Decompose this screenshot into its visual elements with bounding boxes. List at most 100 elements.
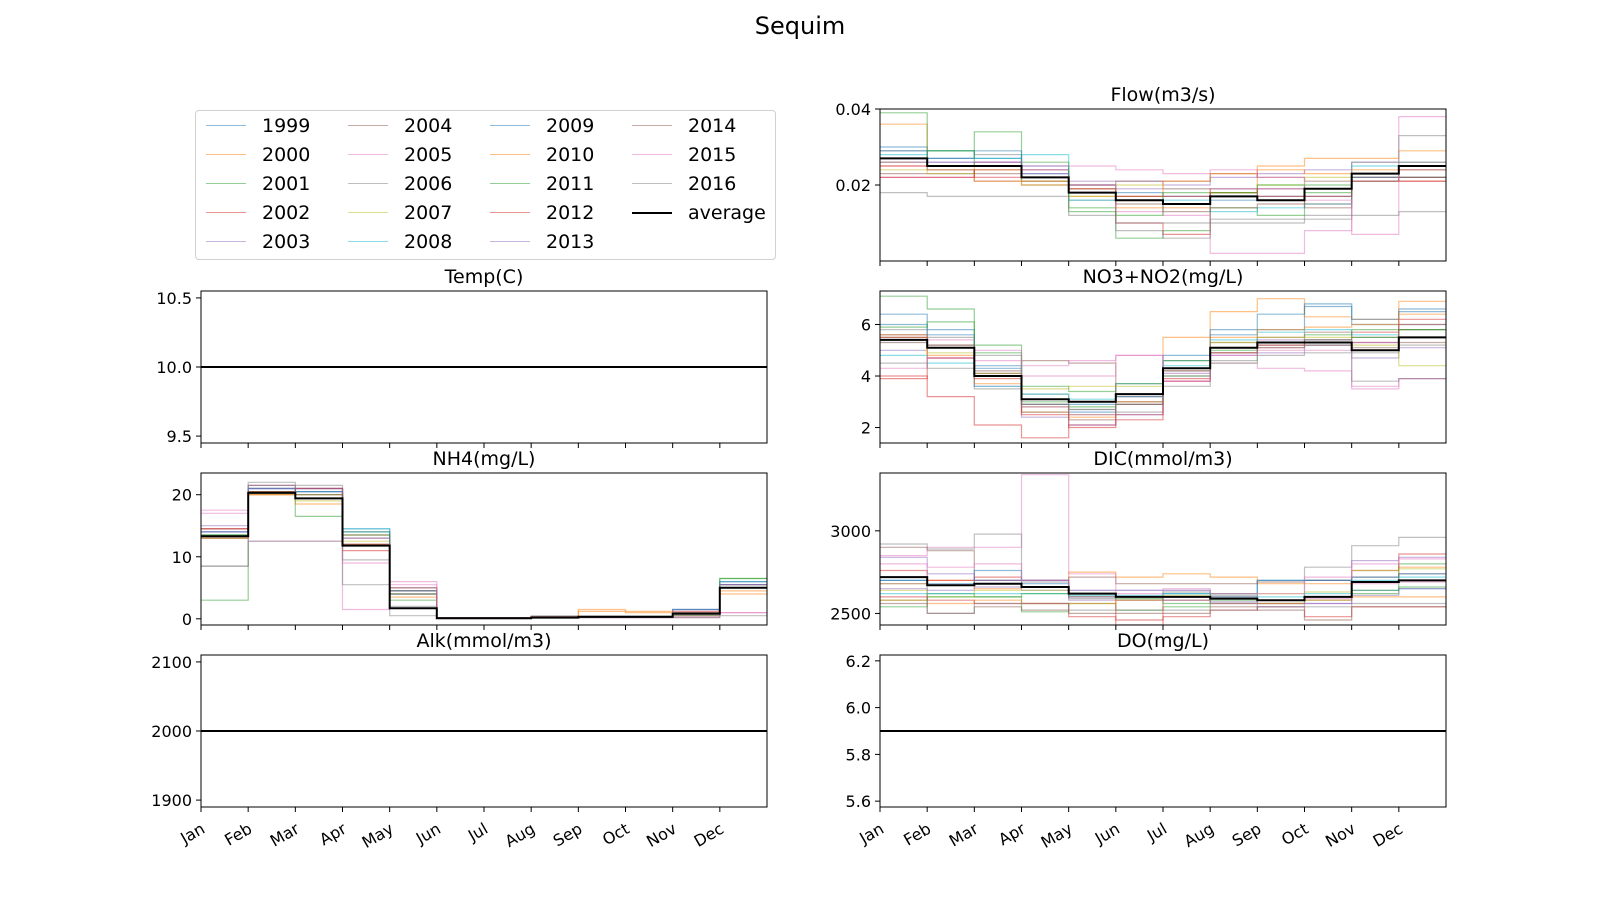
subplot-title: NO3+NO2(mg/L) bbox=[1083, 266, 1244, 288]
figure-title: Sequim bbox=[754, 12, 846, 40]
x-tick-label: Jun bbox=[1091, 819, 1123, 848]
x-tick-label: Mar bbox=[267, 819, 303, 851]
legend-line bbox=[632, 154, 672, 155]
legend-line bbox=[490, 125, 530, 126]
series-group bbox=[880, 295, 1446, 439]
series-line-2003 bbox=[201, 484, 767, 619]
subplot-title: Flow(m3/s) bbox=[1110, 84, 1215, 106]
series-line-2016 bbox=[880, 583, 1446, 614]
subplot-2: NO3+NO2(mg/L) 2 4 6 bbox=[861, 266, 1447, 448]
series-line-2012 bbox=[880, 596, 1446, 621]
x-tick-label: Oct bbox=[599, 819, 632, 849]
series-line-2007 bbox=[201, 494, 767, 619]
series-line-average bbox=[880, 157, 1446, 205]
series-line-2015 bbox=[880, 165, 1446, 235]
subplot-title: Temp(C) bbox=[444, 266, 524, 288]
y-tick-label: 6.2 bbox=[846, 652, 871, 671]
subplot-1: Temp(C) 9.5 10.0 10.5 bbox=[156, 266, 768, 448]
legend-line bbox=[206, 125, 246, 126]
x-tick-label: Apr bbox=[995, 819, 1029, 850]
legend-line bbox=[632, 125, 672, 126]
x-tick-label: Aug bbox=[502, 819, 539, 851]
series-line-2000 bbox=[201, 494, 767, 619]
legend-line bbox=[348, 125, 388, 126]
y-tick-label: 0 bbox=[182, 610, 192, 629]
y-tick-label: 2000 bbox=[151, 722, 192, 741]
x-tick-label: Feb bbox=[221, 819, 255, 850]
series-line-2016 bbox=[880, 192, 1446, 224]
x-tick-label: Apr bbox=[316, 819, 350, 850]
y-tick-label: 0.02 bbox=[835, 176, 871, 195]
y-tick-label: 10 bbox=[172, 548, 192, 567]
y-tick-label: 2 bbox=[861, 419, 871, 438]
series-line-average bbox=[880, 336, 1446, 403]
series-line-2002 bbox=[201, 487, 767, 619]
series-line-2001 bbox=[201, 491, 767, 619]
subplot-5: Alk(mmol/m3) 1900 2000 2100 Jan Feb Mar Apr May J… bbox=[151, 630, 768, 852]
legend-line bbox=[348, 241, 388, 242]
legend-label: 2007 bbox=[404, 202, 453, 224]
y-tick-label: 5.8 bbox=[846, 745, 871, 764]
series-line-2011 bbox=[201, 491, 767, 619]
series-group bbox=[201, 481, 767, 620]
legend-line bbox=[348, 212, 388, 213]
legend-line bbox=[490, 241, 530, 242]
series-line-2011 bbox=[880, 150, 1446, 216]
legend-label: 2000 bbox=[262, 144, 311, 166]
x-tick-label: Mar bbox=[946, 819, 982, 851]
legend-label: 2015 bbox=[688, 144, 737, 166]
x-tick-label: Jul bbox=[1143, 819, 1170, 846]
series-line-average bbox=[880, 576, 1446, 602]
y-tick-label: 10.0 bbox=[156, 358, 192, 377]
y-tick-label: 9.5 bbox=[167, 427, 192, 446]
subplot-title: Alk(mmol/m3) bbox=[416, 630, 551, 652]
series-group bbox=[880, 474, 1446, 625]
x-tick-label: Jan bbox=[176, 819, 208, 848]
series-line-2010 bbox=[201, 494, 767, 619]
x-tick-label: May bbox=[1038, 819, 1076, 852]
legend-label: 2016 bbox=[688, 173, 737, 195]
series-line-1999 bbox=[201, 487, 767, 619]
legend-label: 2013 bbox=[546, 231, 595, 253]
series-line-2006 bbox=[201, 481, 767, 619]
x-tick-label: Dec bbox=[1370, 819, 1406, 851]
y-tick-label: 3000 bbox=[830, 522, 871, 541]
x-tick-label: Sep bbox=[550, 819, 586, 851]
legend-label: 2002 bbox=[262, 202, 311, 224]
legend-label: 2011 bbox=[546, 173, 595, 195]
x-tick-label: Feb bbox=[900, 819, 934, 850]
legend-line bbox=[490, 183, 530, 184]
series-line-2015 bbox=[880, 558, 1446, 595]
x-tick-label: Aug bbox=[1181, 819, 1218, 851]
x-tick-label: Oct bbox=[1278, 819, 1311, 849]
x-tick-label: Sep bbox=[1229, 819, 1265, 851]
x-tick-label: Dec bbox=[691, 819, 727, 851]
legend-line bbox=[490, 212, 530, 213]
y-tick-label: 6 bbox=[861, 315, 871, 334]
legend-line bbox=[348, 154, 388, 155]
legend-line bbox=[206, 212, 246, 213]
x-tick-label: Jan bbox=[855, 819, 887, 848]
y-tick-label: 1900 bbox=[151, 791, 192, 810]
y-tick-label: 20 bbox=[172, 486, 192, 505]
legend-label: 2006 bbox=[404, 173, 453, 195]
subplot-3: NH4(mg/L) 0 10 20 bbox=[172, 448, 768, 630]
y-tick-label: 5.6 bbox=[846, 792, 871, 811]
legend-label: 2010 bbox=[546, 144, 595, 166]
series-line-2012 bbox=[880, 169, 1446, 197]
y-tick-label: 10.5 bbox=[156, 289, 192, 308]
y-tick-label: 2100 bbox=[151, 653, 192, 672]
x-tick-label: Nov bbox=[1322, 819, 1359, 851]
legend-label: 2001 bbox=[262, 173, 311, 195]
series-group bbox=[880, 112, 1446, 254]
series-line-2008 bbox=[201, 487, 767, 619]
series-line-2004 bbox=[201, 484, 767, 619]
subplot-title: NH4(mg/L) bbox=[433, 448, 536, 470]
legend-line bbox=[490, 154, 530, 155]
x-tick-label: May bbox=[359, 819, 397, 852]
series-line-2013 bbox=[201, 487, 767, 619]
series-line-2016 bbox=[201, 540, 767, 619]
legend-label: 2014 bbox=[688, 115, 737, 137]
subplot-6: DO(mg/L) 5.6 5.8 6.0 6.2 Jan Feb Mar Apr May Jun Ju… bbox=[846, 630, 1447, 852]
